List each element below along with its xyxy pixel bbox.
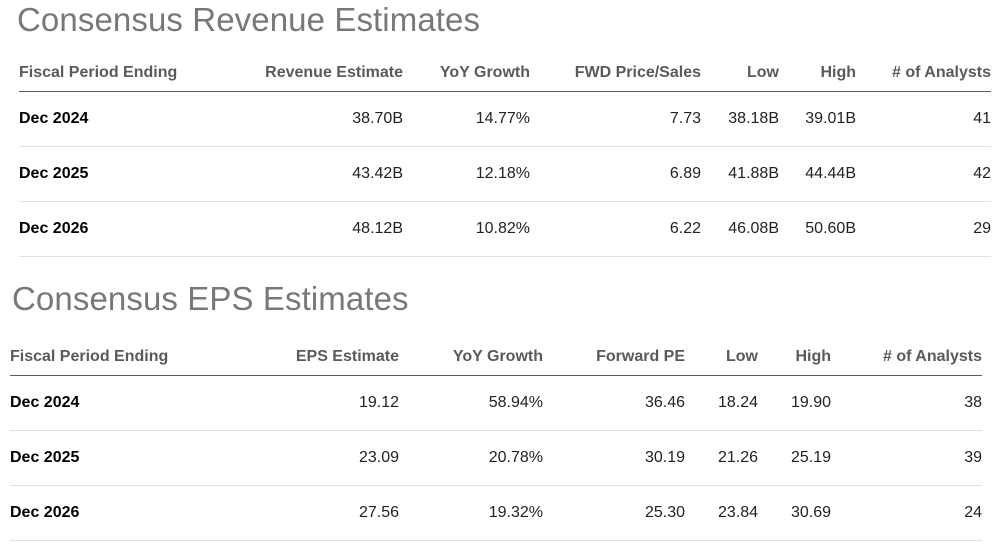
revenue-estimate-cell: 43.42B [219,146,403,202]
high-cell: 44.44B [779,146,856,202]
forward-pe-cell: 30.19 [543,430,685,486]
num-analysts-cell: 39 [831,430,982,486]
num-analysts-cell: 24 [831,485,982,541]
column-header-low[interactable]: Low [701,55,779,92]
fiscal-period-cell: Dec 2026 [10,485,210,541]
table-header-row: Fiscal Period Ending EPS Estimate YoY Gr… [10,339,982,376]
eps-estimate-cell: 27.56 [210,485,399,541]
low-cell: 18.24 [685,375,758,431]
column-header-num-analysts[interactable]: # of Analysts [856,55,991,92]
low-cell: 41.88B [701,146,779,202]
column-header-high[interactable]: High [758,339,831,376]
high-cell: 25.19 [758,430,831,486]
revenue-estimate-cell: 38.70B [219,91,403,147]
yoy-growth-cell: 14.77% [403,91,530,147]
fwd-price-sales-cell: 6.22 [530,201,701,257]
column-header-low[interactable]: Low [685,339,758,376]
fiscal-period-cell: Dec 2025 [19,146,219,202]
table-row: Dec 2024 19.12 58.94% 36.46 18.24 19.90 … [10,375,982,431]
num-analysts-cell: 38 [831,375,982,431]
yoy-growth-cell: 10.82% [403,201,530,257]
column-header-yoy-growth[interactable]: YoY Growth [403,55,530,92]
column-header-yoy-growth[interactable]: YoY Growth [399,339,543,376]
yoy-growth-cell: 58.94% [399,375,543,431]
revenue-section-title: Consensus Revenue Estimates [17,1,481,38]
fiscal-period-cell: Dec 2024 [19,91,219,147]
column-header-eps-estimate[interactable]: EPS Estimate [210,339,399,376]
fiscal-period-cell: Dec 2025 [10,430,210,486]
forward-pe-cell: 25.30 [543,485,685,541]
high-cell: 39.01B [779,91,856,147]
num-analysts-cell: 41 [856,91,991,147]
column-header-forward-pe[interactable]: Forward PE [543,339,685,376]
fiscal-period-cell: Dec 2026 [19,201,219,257]
column-header-fwd-price-sales[interactable]: FWD Price/Sales [530,55,701,92]
table-row: Dec 2024 38.70B 14.77% 7.73 38.18B 39.01… [19,91,991,147]
eps-estimate-cell: 19.12 [210,375,399,431]
yoy-growth-cell: 19.32% [399,485,543,541]
table-header-row: Fiscal Period Ending Revenue Estimate Yo… [19,55,991,92]
fwd-price-sales-cell: 7.73 [530,91,701,147]
high-cell: 19.90 [758,375,831,431]
num-analysts-cell: 42 [856,146,991,202]
eps-estimate-cell: 23.09 [210,430,399,486]
fiscal-period-cell: Dec 2024 [10,375,210,431]
high-cell: 30.69 [758,485,831,541]
revenue-estimate-cell: 48.12B [219,201,403,257]
low-cell: 38.18B [701,91,779,147]
table-row: Dec 2025 43.42B 12.18% 6.89 41.88B 44.44… [19,146,991,202]
table-row: Dec 2026 27.56 19.32% 25.30 23.84 30.69 … [10,485,982,541]
column-header-fiscal-period[interactable]: Fiscal Period Ending [19,55,219,92]
num-analysts-cell: 29 [856,201,991,257]
column-header-high[interactable]: High [779,55,856,92]
forward-pe-cell: 36.46 [543,375,685,431]
yoy-growth-cell: 12.18% [403,146,530,202]
eps-section-title: Consensus EPS Estimates [12,280,409,317]
high-cell: 50.60B [779,201,856,257]
revenue-estimates-table: Fiscal Period Ending Revenue Estimate Yo… [19,55,991,257]
table-row: Dec 2026 48.12B 10.82% 6.22 46.08B 50.60… [19,201,991,257]
column-header-fiscal-period[interactable]: Fiscal Period Ending [10,339,210,376]
column-header-num-analysts[interactable]: # of Analysts [831,339,982,376]
low-cell: 23.84 [685,485,758,541]
yoy-growth-cell: 20.78% [399,430,543,486]
table-row: Dec 2025 23.09 20.78% 30.19 21.26 25.19 … [10,430,982,486]
low-cell: 21.26 [685,430,758,486]
fwd-price-sales-cell: 6.89 [530,146,701,202]
column-header-revenue-estimate[interactable]: Revenue Estimate [219,55,403,92]
low-cell: 46.08B [701,201,779,257]
eps-estimates-table: Fiscal Period Ending EPS Estimate YoY Gr… [10,339,982,541]
